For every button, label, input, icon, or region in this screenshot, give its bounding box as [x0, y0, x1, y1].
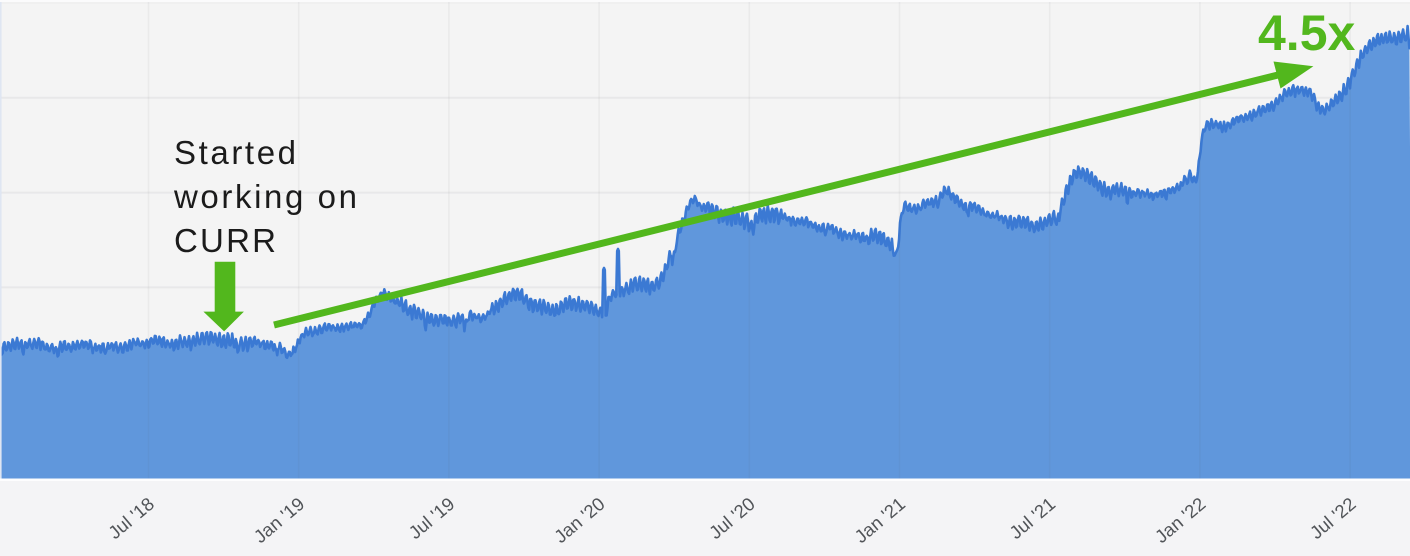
svg-text:Started: Started	[174, 134, 299, 171]
svg-text:working on: working on	[173, 178, 360, 215]
svg-text:4.5x: 4.5x	[1258, 5, 1356, 61]
svg-text:CURR: CURR	[174, 222, 278, 259]
